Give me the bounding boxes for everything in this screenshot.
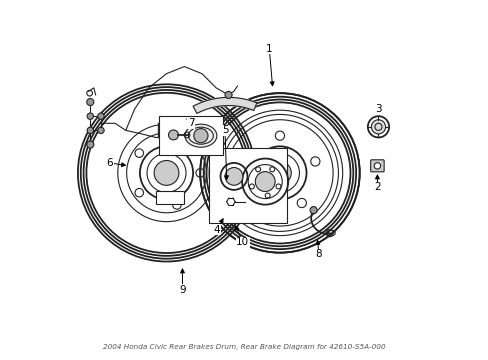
Circle shape [309, 207, 317, 214]
Circle shape [268, 162, 291, 184]
Text: 1: 1 [265, 44, 272, 54]
FancyBboxPatch shape [370, 160, 384, 172]
Circle shape [370, 120, 385, 134]
Circle shape [168, 130, 178, 140]
Text: 6: 6 [106, 158, 113, 168]
Circle shape [224, 91, 232, 99]
Circle shape [177, 125, 187, 135]
Ellipse shape [184, 124, 216, 147]
Text: 7: 7 [188, 118, 194, 128]
Text: 4: 4 [213, 225, 220, 235]
Circle shape [154, 161, 179, 185]
Text: 2004 Honda Civic Rear Brakes Drum, Rear Brake Diagram for 42610-S5A-000: 2004 Honda Civic Rear Brakes Drum, Rear … [103, 344, 385, 350]
Text: 9: 9 [179, 285, 185, 295]
Circle shape [87, 113, 93, 120]
Circle shape [168, 134, 175, 141]
Circle shape [86, 141, 94, 148]
Circle shape [373, 163, 380, 169]
Text: 5: 5 [221, 125, 228, 135]
Bar [159, 116, 223, 155]
Text: 8: 8 [315, 249, 322, 260]
Circle shape [87, 127, 93, 134]
Circle shape [98, 127, 104, 134]
Text: 3: 3 [374, 104, 381, 114]
Bar [156, 192, 184, 204]
Circle shape [224, 167, 243, 185]
Circle shape [193, 129, 207, 143]
Circle shape [255, 172, 275, 192]
Bar [209, 148, 286, 222]
Polygon shape [193, 98, 256, 113]
Circle shape [98, 113, 104, 120]
FancyBboxPatch shape [158, 123, 188, 138]
Circle shape [86, 99, 94, 105]
Text: 2: 2 [373, 182, 380, 192]
Text: 10: 10 [236, 237, 249, 247]
Circle shape [200, 93, 359, 253]
